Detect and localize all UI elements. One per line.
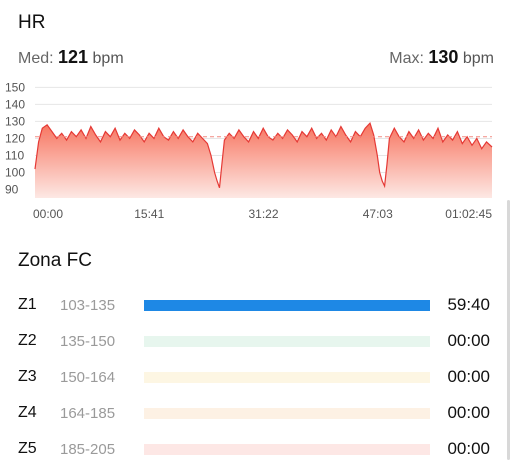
hr-area: [35, 123, 492, 198]
y-tick-label: 140: [5, 97, 25, 111]
y-tick-label: 150: [5, 80, 25, 94]
x-tick-label: 00:00: [33, 207, 63, 221]
zone-row: Z3 150-164 00:00: [0, 362, 512, 392]
y-tick-label: 100: [5, 165, 25, 179]
zone-bar-fill: [144, 300, 430, 311]
zone-time: 00:00: [447, 403, 490, 422]
max-hr-value: 130: [428, 47, 459, 67]
zone-range: 135-150: [60, 333, 116, 350]
hr-line: [34, 121, 493, 189]
max-hr-unit: bpm: [462, 50, 494, 67]
y-tick-label: 120: [5, 131, 25, 145]
avg-hr-unit: bpm: [92, 50, 124, 67]
zone-name: Z2: [18, 332, 37, 349]
zone-name: Z5: [18, 440, 37, 457]
avg-hr-value: 121: [58, 47, 89, 67]
zone-range: 185-205: [60, 441, 116, 458]
hr-chart: 150 140 130 120 110 100 90 00:00 15:41 31:22 47:03…: [5, 80, 493, 221]
y-tick-label: 110: [5, 148, 24, 162]
zone-bar-track: [144, 300, 430, 311]
max-hr-stat: Max: 130 bpm: [389, 47, 494, 68]
x-tick-label: 15:41: [134, 207, 164, 221]
zone-row: Z5 185-205 00:00: [0, 434, 512, 464]
zone-name: Z3: [18, 368, 37, 385]
zone-range: 150-164: [60, 369, 116, 386]
y-tick-label: 90: [5, 182, 19, 196]
zone-range: 164-185: [60, 405, 116, 422]
x-tick-label: 31:22: [248, 207, 278, 221]
avg-hr-label: Med:: [18, 50, 54, 67]
zone-time: 00:00: [447, 367, 490, 386]
zone-bar-track: [144, 372, 430, 383]
max-hr-label: Max:: [389, 50, 424, 67]
zone-bar-track: [144, 336, 430, 347]
zones-title: Zona FC: [18, 250, 92, 271]
y-tick-label: 130: [5, 114, 25, 128]
zone-time: 59:40: [447, 295, 490, 314]
scrollbar[interactable]: [507, 200, 510, 460]
zone-bar-track: [144, 444, 430, 455]
zone-row: Z2 135-150 00:00: [0, 326, 512, 356]
zone-name: Z4: [18, 404, 37, 421]
zone-time: 00:00: [447, 439, 490, 458]
page-title: HR: [18, 12, 46, 33]
x-tick-label: 47:03: [363, 207, 393, 221]
zone-name: Z1: [18, 296, 37, 313]
x-tick-label: 01:02:45: [445, 207, 492, 221]
zone-bar-track: [144, 408, 430, 419]
zone-range: 103-135: [60, 297, 116, 314]
avg-hr-stat: Med: 121 bpm: [18, 47, 124, 68]
zone-row: Z1 103-135 59:40: [0, 290, 512, 320]
zone-row: Z4 164-185 00:00: [0, 398, 512, 428]
zone-time: 00:00: [447, 331, 490, 350]
